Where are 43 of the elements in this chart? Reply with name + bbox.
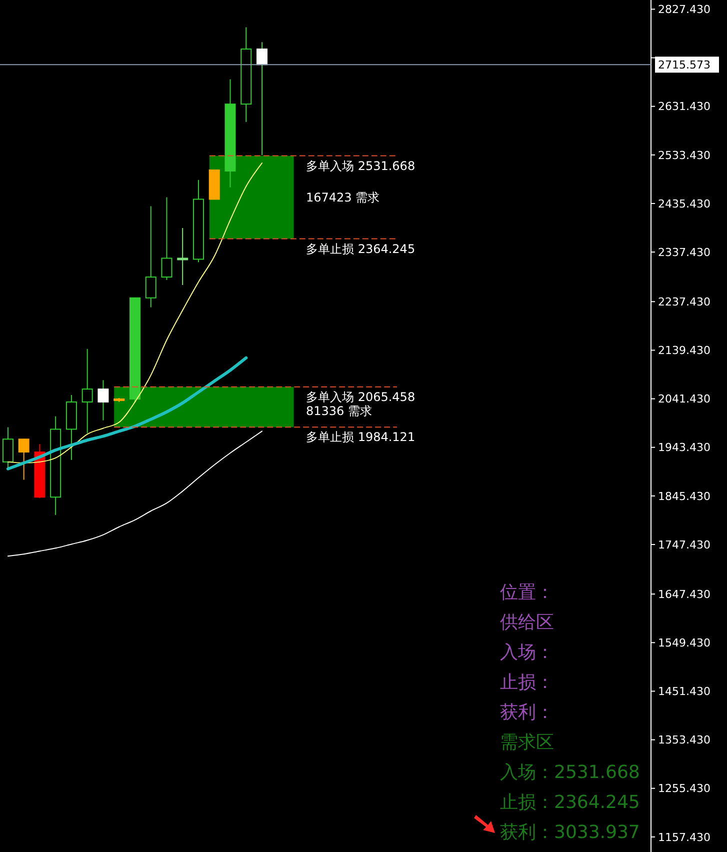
ref-line-label: 多单入场 2065.458: [306, 390, 416, 404]
y-tick-label: 2041.430: [658, 392, 710, 406]
y-tick-label: 1255.430: [658, 782, 710, 796]
ref-line-label: 多单入场 2531.668: [306, 158, 416, 173]
ref-line-label: 多单止损 2364.245: [306, 242, 416, 256]
candlestick: [161, 196, 172, 281]
band-label: 167423 需求: [306, 190, 380, 204]
y-tick-label: 1549.430: [658, 636, 710, 650]
annotation: 获利：: [500, 702, 554, 723]
annotation: 需求区: [500, 732, 554, 753]
y-tick-label: 2533.430: [658, 148, 710, 162]
candlestick: [177, 227, 188, 286]
ref-line-label: 多单止损 1984.121: [306, 430, 416, 444]
y-tick-label: 1747.430: [658, 538, 710, 552]
annotation: 入场：: [500, 642, 554, 663]
y-tick-label: 1157.430: [658, 830, 710, 844]
line-series: [7, 430, 262, 557]
candlestick: [18, 438, 30, 480]
y-tick-label: 2139.430: [658, 344, 710, 358]
y-tick-label: 2237.430: [658, 295, 710, 308]
line-series: [6, 356, 248, 470]
ref-line-label: 2715.573: [658, 58, 710, 72]
candlestick: [145, 206, 156, 308]
y-tick-label: 1943.430: [658, 441, 710, 454]
annotation: 止损：: [500, 672, 554, 693]
candlestick: [256, 42, 268, 156]
y-tick-label: 1353.430: [658, 734, 710, 747]
candlestick: [98, 380, 109, 421]
y-tick-label: 1451.430: [658, 685, 710, 698]
y-tick-label: 2337.430: [658, 246, 710, 259]
candlestick: [2, 426, 14, 470]
candlestick: [82, 348, 93, 434]
y-tick-label: 2631.430: [658, 100, 710, 114]
band-label: 81336 需求: [306, 404, 372, 418]
annotation: 入场：2531.668: [500, 762, 640, 783]
y-tick-label: 2827.430: [658, 3, 710, 16]
annotation: 获利：3033.937: [500, 822, 640, 843]
y-tick-label: 2435.430: [658, 197, 710, 210]
annotation: 位置：: [500, 582, 554, 603]
annotation: 供给区: [500, 612, 554, 633]
y-tick-label: 1647.430: [658, 588, 710, 601]
y-tick-label: 1845.430: [658, 490, 710, 503]
annotation: 止损：2364.245: [500, 792, 640, 813]
